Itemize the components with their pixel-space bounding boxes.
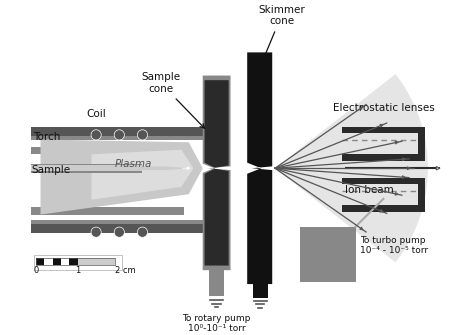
Text: Sample: Sample [31, 165, 70, 175]
Bar [44, 258, 53, 265]
Bar [31, 127, 212, 136]
Circle shape [137, 130, 147, 140]
Text: To rotary pump
10⁰-10⁻¹ torr: To rotary pump 10⁰-10⁻¹ torr [182, 314, 251, 333]
Bar [31, 165, 143, 171]
Circle shape [91, 227, 101, 237]
Bar [342, 127, 418, 133]
Bar [31, 207, 184, 215]
Bar [342, 154, 418, 161]
Bar [342, 205, 418, 212]
Bar [31, 220, 203, 233]
Polygon shape [31, 166, 189, 170]
Bar [69, 258, 78, 265]
Polygon shape [203, 76, 230, 270]
Text: 1: 1 [75, 266, 80, 275]
Circle shape [91, 130, 101, 140]
Bar [31, 224, 212, 233]
Bar [36, 258, 115, 265]
Text: Sample
cone: Sample cone [141, 72, 204, 128]
Polygon shape [91, 150, 193, 200]
Text: Electrostatic lenses: Electrostatic lenses [334, 103, 435, 113]
Polygon shape [205, 80, 228, 266]
Bar [300, 226, 356, 282]
Bar [31, 163, 143, 173]
Text: To turbo pump
10⁻⁴ - 10⁻⁵ torr: To turbo pump 10⁻⁴ - 10⁻⁵ torr [360, 236, 428, 255]
Bar [31, 167, 143, 169]
Bar [418, 127, 425, 161]
Circle shape [114, 227, 124, 237]
Text: Ion beam: Ion beam [345, 185, 394, 195]
Text: Plasma: Plasma [115, 158, 152, 169]
Polygon shape [40, 139, 203, 215]
Text: Coil: Coil [86, 109, 106, 119]
Bar [61, 258, 69, 265]
Text: 2 cm: 2 cm [115, 266, 135, 275]
Bar [31, 147, 184, 154]
Bar [31, 127, 203, 139]
Polygon shape [275, 74, 428, 262]
Polygon shape [247, 52, 272, 284]
Text: Skimmer
cone: Skimmer cone [258, 5, 305, 72]
Text: 0: 0 [33, 266, 38, 275]
Bar [34, 255, 122, 270]
Bar [253, 284, 268, 298]
Bar [418, 178, 425, 212]
Bar [342, 178, 418, 184]
Bar [36, 258, 44, 265]
Circle shape [114, 130, 124, 140]
Bar [53, 258, 61, 265]
Bar [78, 258, 115, 265]
Circle shape [137, 227, 147, 237]
Text: Torch: Torch [33, 132, 61, 142]
Bar [209, 270, 224, 296]
